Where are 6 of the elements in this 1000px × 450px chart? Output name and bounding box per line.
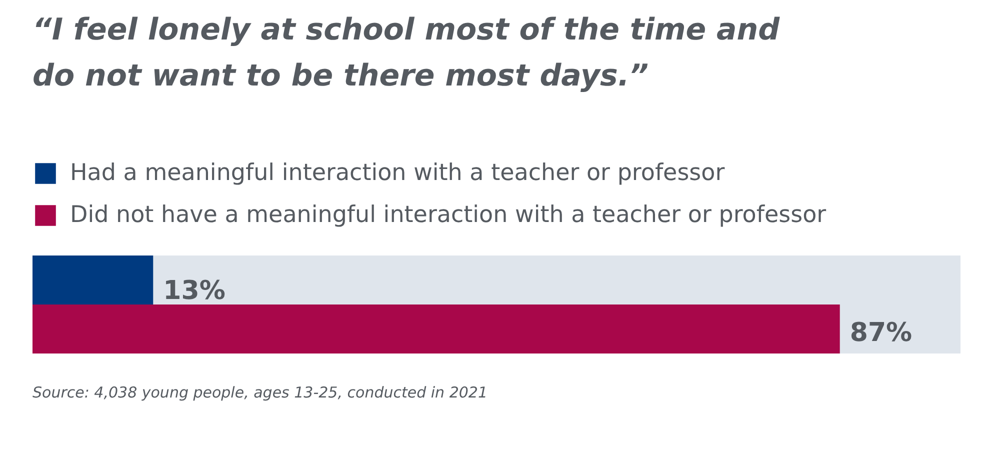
legend-label: Had a meaningful interaction with a teacher or professor: [70, 160, 725, 186]
legend-label: Did not have a meaningful interaction with a teacher or professor: [70, 202, 826, 228]
chart-title: “I feel lonely at school most of the time and do not want to be there most days.”: [32, 12, 780, 94]
data-label: 13%: [163, 276, 226, 306]
source-note: Source: 4,038 young people, ages 13-25, conducted in 2021: [32, 384, 488, 402]
data-label: 87%: [850, 318, 912, 348]
